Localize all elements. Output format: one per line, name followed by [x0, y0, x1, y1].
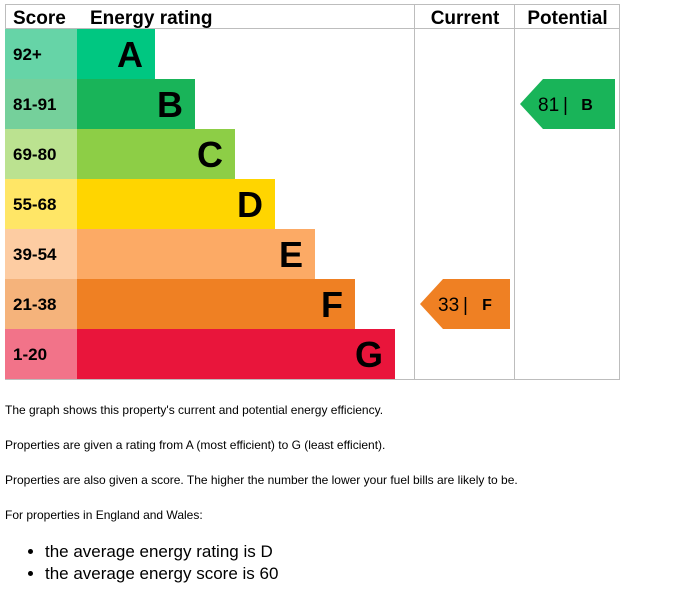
band-range-a: 92+	[13, 45, 42, 64]
band-letter-g: G	[355, 334, 383, 375]
band-range-f: 21-38	[13, 295, 56, 314]
description-rating: Properties are given a rating from A (mo…	[5, 438, 386, 452]
band-letter-c: C	[197, 134, 223, 175]
score-cell-b	[5, 79, 77, 129]
energy-rating-chart: Score Energy rating Current Potential 92…	[5, 4, 620, 380]
potential-rating-arrow-letter: B	[581, 97, 593, 114]
band-letter-e: E	[279, 234, 303, 275]
score-cell-g	[5, 329, 77, 379]
potential-rating-arrow-shape	[520, 79, 615, 129]
band-letter-b: B	[157, 84, 183, 125]
description-score: Properties are also given a score. The h…	[5, 473, 518, 487]
header-score: Score	[13, 8, 66, 29]
score-cell-f	[5, 279, 77, 329]
score-cell-e	[5, 229, 77, 279]
potential-rating-arrow: 81 | B	[520, 79, 615, 129]
band-range-g: 1-20	[13, 345, 47, 364]
band-letter-f: F	[321, 284, 343, 325]
current-rating-arrow-separator: |	[463, 295, 468, 316]
header-current: Current	[431, 8, 500, 29]
description-region: For properties in England and Wales:	[5, 508, 203, 522]
band-bar-a	[77, 29, 155, 79]
current-rating-arrow-score: 33	[438, 295, 459, 316]
score-cell-c	[5, 129, 77, 179]
band-bar-d	[77, 179, 275, 229]
band-letter-d: D	[237, 184, 263, 225]
average-rating-item: the average energy rating is D	[45, 541, 278, 563]
band-range-e: 39-54	[13, 245, 57, 264]
header-row: Score Energy rating Current Potential	[13, 8, 608, 29]
band-bar-c	[77, 129, 235, 179]
average-score-item: the average energy score is 60	[45, 563, 278, 585]
band-range-d: 55-68	[13, 195, 56, 214]
band-bar-b	[77, 79, 195, 129]
description-graph: The graph shows this property's current …	[5, 403, 384, 417]
header-energy-rating: Energy rating	[90, 8, 212, 29]
band-range-b: 81-91	[13, 95, 56, 114]
score-cell-a	[5, 29, 77, 79]
potential-rating-arrow-separator: |	[563, 95, 568, 116]
rating-bands: 92+ A 81-91 B 69-80 C 55-68 D 39-54 E 21-38 F 1-20 G	[5, 29, 395, 379]
current-rating-arrow: 33 | F	[420, 279, 510, 329]
band-bar-g	[77, 329, 395, 379]
rating-arrows: 33 | F81 | B	[420, 79, 615, 329]
potential-rating-arrow-score: 81	[538, 95, 559, 116]
band-bar-e	[77, 229, 315, 279]
score-cell-d	[5, 179, 77, 229]
header-potential: Potential	[527, 8, 607, 29]
band-range-c: 69-80	[13, 145, 56, 164]
current-rating-arrow-letter: F	[482, 297, 492, 314]
current-rating-arrow-shape	[420, 279, 510, 329]
band-bar-f	[77, 279, 355, 329]
average-list: the average energy rating is D the avera…	[0, 541, 278, 585]
band-letter-a: A	[117, 34, 143, 75]
